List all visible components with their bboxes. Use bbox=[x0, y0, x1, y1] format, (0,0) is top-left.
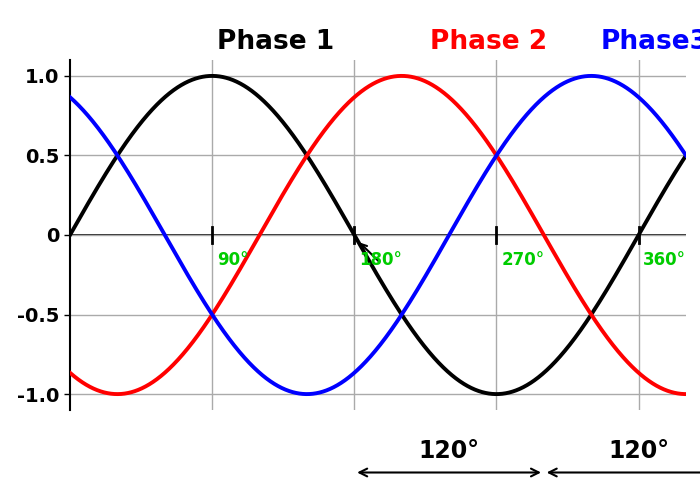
Text: 180°: 180° bbox=[359, 251, 402, 269]
Text: 90°: 90° bbox=[217, 251, 248, 269]
Text: 120°: 120° bbox=[419, 438, 480, 462]
Text: Phase 1: Phase 1 bbox=[217, 29, 334, 55]
Text: Phase3: Phase3 bbox=[601, 29, 700, 55]
Text: 270°: 270° bbox=[501, 251, 545, 269]
Text: 120°: 120° bbox=[608, 438, 669, 462]
Text: 360°: 360° bbox=[643, 251, 687, 269]
Text: Phase 2: Phase 2 bbox=[430, 29, 547, 55]
